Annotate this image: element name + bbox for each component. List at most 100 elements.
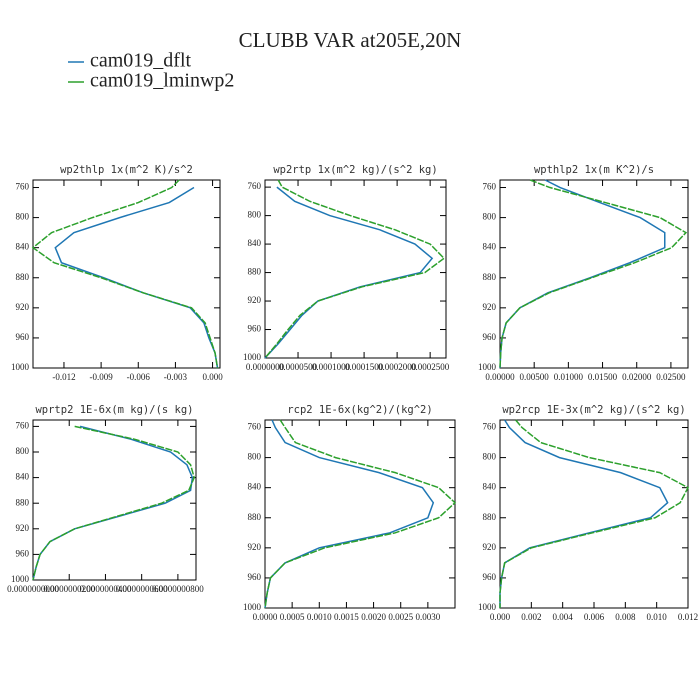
series-line (499, 419, 669, 608)
y-tick-label: 960 (248, 324, 262, 334)
x-tick-label: 0.0000 (253, 612, 278, 622)
y-tick-label: 880 (16, 497, 30, 507)
x-tick-label: 0.00500 (520, 372, 550, 382)
x-tick-label: 0.0020 (361, 612, 386, 622)
x-tick-label: 0.0000000800 (152, 584, 204, 594)
series-line (499, 179, 688, 369)
y-tick-label: 760 (483, 422, 497, 432)
series-line (264, 419, 435, 609)
y-tick-label: 920 (248, 295, 262, 305)
y-tick-label: 920 (16, 523, 30, 533)
x-tick-label: 0.000 (202, 372, 223, 382)
y-tick-label: 800 (248, 210, 262, 220)
y-tick-label: 840 (16, 242, 30, 252)
x-tick-label: 0.012 (678, 612, 698, 622)
y-tick-label: 840 (248, 238, 262, 248)
panel-title: wpthlp2 1x(m K^2)/s (534, 164, 654, 176)
y-tick-label: 760 (248, 181, 262, 191)
x-tick-label: 0.0002500 (411, 362, 450, 372)
y-tick-label: 1000 (11, 574, 30, 584)
x-tick-label: 0.0001500 (345, 362, 384, 372)
series-line (32, 425, 195, 581)
y-tick-label: 800 (483, 452, 497, 462)
series-line (264, 419, 457, 609)
series-line (264, 179, 446, 359)
y-tick-label: 800 (483, 212, 497, 222)
y-tick-label: 920 (483, 542, 497, 552)
x-tick-label: 0.0030 (415, 612, 440, 622)
y-tick-label: 960 (16, 332, 30, 342)
y-tick-label: 760 (16, 420, 30, 430)
y-tick-label: 880 (483, 512, 497, 522)
series-line (499, 419, 690, 608)
panel-title: rcp2 1E-6x(kg^2)/(kg^2) (287, 404, 432, 416)
y-tick-label: 840 (16, 472, 30, 482)
legend-label: cam019_dflt (90, 50, 192, 72)
x-tick-label: 0.0025 (388, 612, 413, 622)
x-tick-label: 0.010 (647, 612, 668, 622)
x-tick-label: 0.0000000400 (80, 584, 132, 594)
y-tick-label: 760 (483, 182, 497, 192)
x-tick-label: 0.0005 (280, 612, 305, 622)
y-tick-label: 880 (248, 512, 262, 522)
y-tick-label: 960 (483, 332, 497, 342)
panel-title: wprtp2 1E-6x(m kg)/(s kg) (35, 404, 193, 416)
x-tick-label: 0.0010 (307, 612, 332, 622)
y-tick-label: 1000 (478, 362, 497, 372)
x-tick-label: 0.0000000200 (43, 584, 95, 594)
x-tick-label: 0.00000 (485, 372, 515, 382)
y-tick-label: 840 (483, 482, 497, 492)
y-tick-label: 1000 (243, 352, 262, 362)
x-tick-label: 0.008 (615, 612, 636, 622)
y-tick-label: 920 (248, 542, 262, 552)
y-tick-label: 920 (483, 302, 497, 312)
x-tick-label: 0.0002000 (378, 362, 417, 372)
plot-frame (32, 179, 221, 369)
plot-frame (264, 419, 456, 609)
x-tick-label: -0.006 (127, 372, 151, 382)
x-tick-label: -0.012 (52, 372, 75, 382)
plot-frame (499, 179, 689, 369)
x-tick-label: -0.003 (164, 372, 188, 382)
y-tick-label: 800 (248, 452, 262, 462)
y-tick-label: 880 (16, 272, 30, 282)
y-tick-label: 880 (248, 267, 262, 277)
y-tick-label: 840 (248, 482, 262, 492)
x-tick-label: 0.002 (521, 612, 541, 622)
series-line (54, 186, 219, 369)
panel-title: wp2rtp 1x(m^2 kg)/(s^2 kg) (273, 164, 437, 176)
plot-frame (499, 419, 689, 609)
x-tick-label: 0.006 (584, 612, 605, 622)
y-tick-label: 1000 (478, 602, 497, 612)
y-tick-label: 840 (483, 242, 497, 252)
panel-title: wp2thlp 1x(m^2 K)/s^2 (60, 164, 193, 176)
x-tick-label: 0.0001000 (312, 362, 351, 372)
series-line (499, 179, 666, 369)
x-tick-label: 0.0000000000 (7, 584, 59, 594)
series-line (264, 186, 434, 359)
x-tick-label: -0.009 (89, 372, 113, 382)
x-tick-label: 0.0015 (334, 612, 359, 622)
legend-label: cam019_lminwp2 (90, 70, 234, 92)
x-tick-label: 0.01500 (588, 372, 618, 382)
series-line (31, 179, 219, 369)
x-tick-label: 0.02000 (622, 372, 652, 382)
figure-title: CLUBB VAR at205E,20N (239, 28, 462, 52)
y-tick-label: 1000 (243, 602, 262, 612)
plot-frame (264, 179, 447, 359)
x-tick-label: 0.02500 (656, 372, 686, 382)
plot-frame (32, 419, 197, 581)
x-tick-label: 0.000 (490, 612, 511, 622)
y-tick-label: 800 (16, 446, 30, 456)
y-tick-label: 920 (16, 302, 30, 312)
y-tick-label: 800 (16, 212, 30, 222)
y-tick-label: 760 (248, 422, 262, 432)
x-tick-label: 0.01000 (554, 372, 584, 382)
x-tick-label: 0.0000500 (279, 362, 318, 372)
y-tick-label: 1000 (11, 362, 30, 372)
y-tick-label: 880 (483, 272, 497, 282)
x-tick-label: 0.004 (553, 612, 574, 622)
y-tick-label: 960 (483, 572, 497, 582)
x-tick-label: 0.0000000 (246, 362, 285, 372)
